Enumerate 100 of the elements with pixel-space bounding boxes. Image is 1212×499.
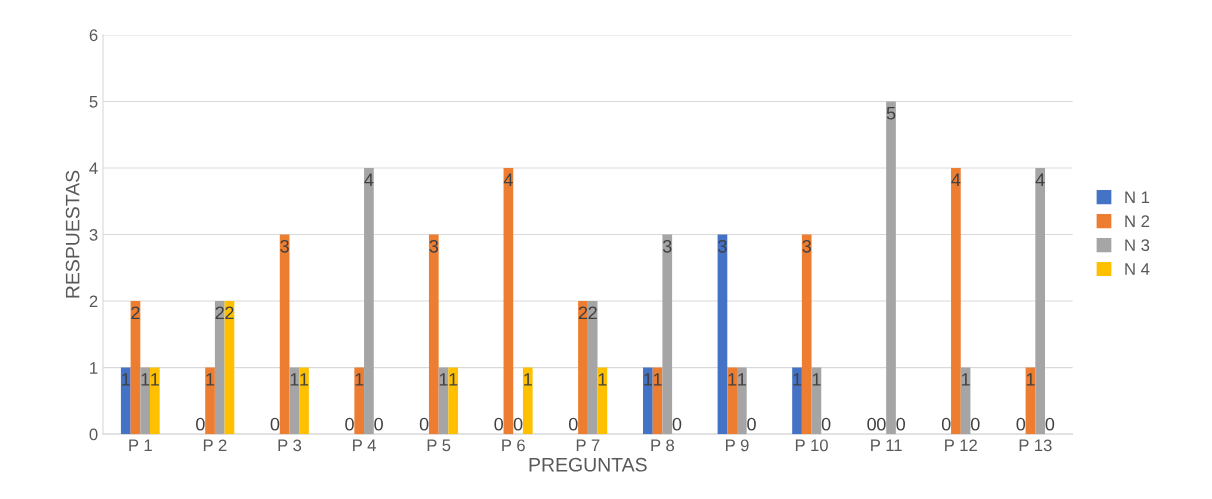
- data-label: 1: [653, 373, 662, 386]
- x-tick-label: P 1: [129, 439, 152, 452]
- bar: [279, 234, 290, 435]
- y-tick-label: 4: [89, 162, 98, 175]
- data-label: 5: [886, 107, 896, 120]
- data-label: 2: [578, 306, 588, 320]
- data-label: 1: [524, 373, 532, 386]
- x-tick-label: P 5: [427, 439, 451, 452]
- data-label: 0: [568, 417, 578, 431]
- data-label: 0: [941, 417, 951, 431]
- bar: [140, 367, 151, 435]
- x-tick-label: P 8: [651, 439, 675, 452]
- bar: [587, 301, 598, 435]
- bar: [214, 301, 225, 435]
- data-label: 4: [1035, 173, 1045, 186]
- x-tick-label: P 2: [203, 439, 227, 452]
- bar: [289, 367, 300, 435]
- bar: [428, 234, 439, 435]
- data-label: 0: [747, 417, 756, 431]
- bar: [717, 234, 728, 435]
- legend-label: N 4: [1125, 263, 1150, 275]
- data-label: 0: [374, 417, 383, 431]
- data-label: 0: [877, 417, 886, 431]
- data-label: 1: [738, 373, 746, 386]
- data-label: 1: [644, 373, 652, 386]
- data-label: 0: [896, 417, 906, 431]
- data-label: 4: [364, 173, 374, 186]
- data-label: 0: [419, 417, 429, 431]
- bar: [886, 101, 896, 435]
- data-label: 1: [1026, 373, 1035, 386]
- bar: [224, 301, 235, 435]
- data-label: 1: [300, 373, 309, 386]
- legend-label: N 3: [1125, 239, 1150, 252]
- bar: [130, 301, 141, 435]
- data-label: 1: [449, 373, 458, 386]
- data-label: 0: [494, 417, 504, 431]
- data-label: 1: [355, 373, 364, 386]
- bar: [522, 367, 533, 435]
- data-label: 1: [141, 373, 150, 386]
- bar: [120, 367, 131, 435]
- data-label: 0: [513, 417, 523, 431]
- y-tick-label: 6: [89, 29, 98, 42]
- x-tick-label: P 9: [725, 439, 749, 452]
- x-tick-label: P 3: [278, 439, 302, 452]
- x-tick-label: P 6: [502, 439, 525, 452]
- x-tick-label: P 13: [1019, 439, 1052, 452]
- x-tick-label: P 11: [871, 439, 902, 452]
- x-tick-label: P 7: [576, 439, 600, 452]
- bar: [801, 234, 812, 435]
- data-label: 1: [122, 373, 130, 386]
- data-label: 1: [598, 373, 607, 386]
- data-label: 0: [970, 417, 980, 431]
- x-tick-label: P 12: [945, 439, 977, 452]
- data-label: 1: [206, 373, 215, 386]
- bar: [951, 168, 961, 435]
- data-label: 2: [588, 306, 597, 320]
- bar: [727, 367, 737, 435]
- bar: [736, 367, 747, 435]
- x-tick-label: P 10: [795, 439, 828, 452]
- y-axis-title: RESPUESTAS: [65, 170, 80, 298]
- data-label: 2: [215, 306, 224, 320]
- data-label: 1: [728, 373, 737, 386]
- bar: [643, 367, 653, 435]
- bar: [150, 367, 160, 435]
- bar: [578, 301, 588, 435]
- data-label: 0: [672, 417, 682, 431]
- data-label: 3: [280, 239, 289, 253]
- data-label: 3: [718, 239, 727, 253]
- data-label: 3: [662, 239, 672, 253]
- data-label: 0: [345, 417, 354, 431]
- x-tick-label: P 4: [353, 439, 376, 452]
- data-label: 1: [151, 373, 159, 386]
- y-tick-label: 3: [89, 228, 98, 241]
- bar: [662, 234, 673, 435]
- data-label: 4: [951, 173, 961, 186]
- data-label: 3: [802, 239, 811, 253]
- bar: [1035, 168, 1046, 435]
- data-label: 1: [439, 373, 448, 386]
- y-tick-label: 2: [89, 295, 98, 308]
- legend-label: N 1: [1125, 191, 1150, 203]
- x-axis-title: PREGUNTAS: [529, 457, 647, 472]
- y-tick-label: 1: [90, 362, 98, 374]
- data-label: 0: [867, 417, 876, 431]
- data-label: 2: [131, 306, 140, 320]
- y-tick-label: 0: [89, 428, 98, 441]
- legend-label: N 2: [1125, 215, 1150, 227]
- data-label: 1: [793, 373, 802, 386]
- data-label: 1: [812, 373, 821, 386]
- bar: [364, 168, 374, 435]
- data-label: 2: [225, 306, 234, 320]
- data-label: 3: [429, 239, 439, 253]
- data-label: 1: [961, 373, 970, 386]
- bar: [354, 367, 365, 435]
- bar: [503, 168, 514, 435]
- data-label: 0: [1045, 417, 1055, 431]
- data-label: 0: [196, 417, 205, 431]
- data-label: 1: [290, 373, 299, 386]
- bar: [205, 367, 215, 435]
- y-tick-label: 5: [89, 96, 98, 108]
- data-label: 0: [270, 417, 280, 431]
